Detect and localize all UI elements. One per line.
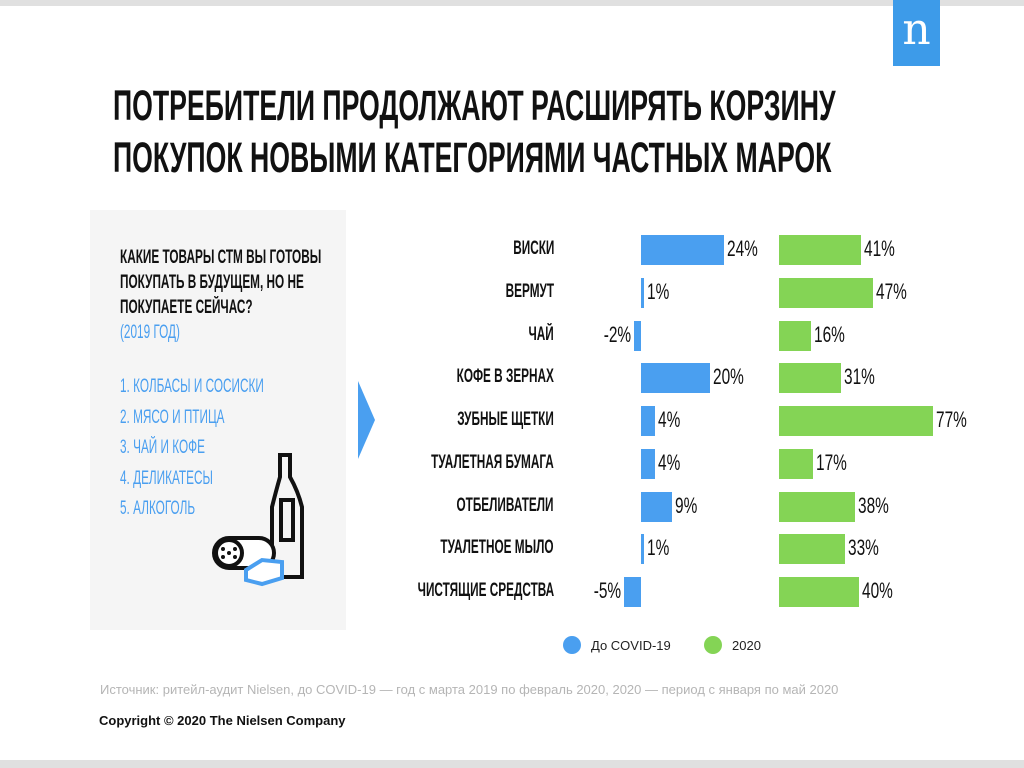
bar-2020 <box>779 235 861 265</box>
bottom-border <box>0 760 1024 768</box>
data-label: 1% <box>647 535 679 561</box>
question: КАКИЕ ТОВАРЫ СТМ ВЫ ГОТОВЫ ПОКУПАТЬ В БУ… <box>120 245 445 345</box>
category-label: КОФЕ В ЗЕРНАХ <box>397 366 554 388</box>
value-text: 38% <box>858 492 889 518</box>
category-label: ВИСКИ <box>488 238 554 260</box>
data-label: 47% <box>876 279 920 305</box>
bar-2020 <box>779 277 873 308</box>
legend-swatch-blue <box>563 636 581 654</box>
bar-pre-covid <box>641 406 655 436</box>
bar-pre-covid <box>641 363 710 394</box>
question-line: ПОКУПАЕТЕ СЕЙЧАС? <box>120 297 253 318</box>
title-line: ПОТРЕБИТЕЛИ ПРОДОЛЖАЮТ РАСШИРЯТЬ КОРЗИНУ <box>113 82 836 130</box>
data-label: 9% <box>675 493 707 519</box>
data-label: 24% <box>727 236 771 262</box>
bar-2020 <box>779 534 845 565</box>
category-text: ТУАЛЕТНОЕ МЫЛО <box>440 537 554 559</box>
data-label: -2% <box>592 322 631 348</box>
question-year: (2019 ГОД) <box>120 322 180 343</box>
category-text: ЧИСТЯЩИЕ СРЕДСТВА <box>417 580 554 601</box>
data-label: 1% <box>647 279 679 305</box>
bar-2020 <box>779 448 813 479</box>
category-label: ЧИСТЯЩИЕ СРЕДСТВА <box>334 580 554 602</box>
value-text: -2% <box>603 321 632 347</box>
data-label: 33% <box>848 535 892 561</box>
legend-item-pre-covid: До COVID-19 <box>563 636 671 654</box>
source-note: Источник: ритейл-аудит Nielsen, до COVID… <box>100 682 839 697</box>
value-text: 24% <box>726 236 758 261</box>
category-text: ЧАЙ <box>528 323 554 345</box>
category-text: ЗУБНЫЕ ЩЕТКИ <box>457 409 554 430</box>
list-item: 3. ЧАЙ И КОФЕ <box>120 437 205 458</box>
data-label: 20% <box>713 364 757 390</box>
list-item: 4. ДЕЛИКАТЕСЫ <box>120 467 213 489</box>
data-label: -5% <box>582 578 621 604</box>
value-text: 40% <box>862 578 893 603</box>
category-label: ТУАЛЕТНАЯ БУМАГА <box>356 452 554 474</box>
value-text: -5% <box>593 578 621 603</box>
top-categories-list: 1. КОЛБАСЫ И СОСИСКИ 2. МЯСО И ПТИЦА 3. … <box>120 372 352 525</box>
legend-item-2020: 2020 <box>704 636 761 654</box>
bottle-sausage-cheese-icon <box>212 453 304 587</box>
nielsen-logo: n <box>893 0 940 66</box>
legend-label: До COVID-19 <box>591 637 671 653</box>
bar-pre-covid <box>634 320 641 351</box>
bar-2020 <box>779 491 855 522</box>
category-text: ВИСКИ <box>512 238 554 259</box>
data-label: 17% <box>816 450 860 476</box>
bar-pre-covid <box>641 277 645 308</box>
question-line: КАКИЕ ТОВАРЫ СТМ ВЫ ГОТОВЫ <box>120 247 322 268</box>
value-text: 1% <box>647 535 670 561</box>
bar-pre-covid <box>623 577 641 607</box>
data-label: 41% <box>864 236 908 262</box>
list-item: 1. КОЛБАСЫ И СОСИСКИ <box>120 376 264 397</box>
value-text: 17% <box>816 449 847 475</box>
title-line: ПОКУПОК НОВЫМИ КАТЕГОРИЯМИ ЧАСТНЫХ МАРОК <box>113 134 832 182</box>
copyright: Copyright © 2020 The Nielsen Company <box>99 713 346 728</box>
category-label: ВЕРМУТ <box>476 281 554 303</box>
data-label: 16% <box>814 322 858 348</box>
category-label: ЗУБНЫЕ ЩЕТКИ <box>398 409 554 431</box>
value-text: 4% <box>657 407 681 432</box>
category-label: ТУАЛЕТНОЕ МЫЛО <box>371 537 554 559</box>
data-label: 31% <box>844 364 888 390</box>
bar-pre-covid <box>641 534 645 565</box>
arrow-icon <box>358 381 375 459</box>
bar-2020 <box>779 320 811 351</box>
category-text: ВЕРМУТ <box>505 280 554 302</box>
category-label: ОТБЕЛИВАТЕЛИ <box>397 495 554 517</box>
data-label: 4% <box>658 450 690 476</box>
value-text: 4% <box>657 449 681 475</box>
data-label: 40% <box>862 578 906 604</box>
data-label: 38% <box>858 493 902 519</box>
category-label: ЧАЙ <box>513 324 554 346</box>
value-text: 1% <box>647 278 670 304</box>
list-item: 5. АЛКОГОЛЬ <box>120 498 196 519</box>
value-text: 47% <box>876 278 907 304</box>
bar-pre-covid <box>641 448 655 479</box>
data-label: 77% <box>936 407 980 433</box>
value-text: 31% <box>844 364 875 390</box>
value-text: 77% <box>936 407 967 432</box>
legend-label: 2020 <box>732 637 761 653</box>
list-item: 2. МЯСО И ПТИЦА <box>120 406 225 428</box>
category-text: ТУАЛЕТНАЯ БУМАГА <box>431 451 554 473</box>
bar-2020 <box>779 363 841 394</box>
category-text: КОФЕ В ЗЕРНАХ <box>456 366 554 388</box>
page-title: ПОТРЕБИТЕЛИ ПРОДОЛЖАЮТ РАСШИРЯТЬ КОРЗИНУ… <box>113 80 1024 184</box>
top-border <box>0 0 1024 6</box>
value-text: 33% <box>848 535 879 561</box>
question-line: ПОКУПАТЬ В БУДУЩЕМ, НО НЕ <box>120 272 304 293</box>
bar-pre-covid <box>641 491 673 522</box>
bar-2020 <box>779 577 859 607</box>
value-text: 41% <box>864 236 895 261</box>
value-text: 20% <box>713 364 744 390</box>
value-text: 9% <box>675 492 698 518</box>
bar-2020 <box>779 406 933 436</box>
category-text: ОТБЕЛИВАТЕЛИ <box>456 494 554 516</box>
data-label: 4% <box>658 407 690 433</box>
bar-pre-covid <box>641 235 724 265</box>
value-text: 16% <box>814 321 845 347</box>
legend-swatch-green <box>704 636 722 654</box>
